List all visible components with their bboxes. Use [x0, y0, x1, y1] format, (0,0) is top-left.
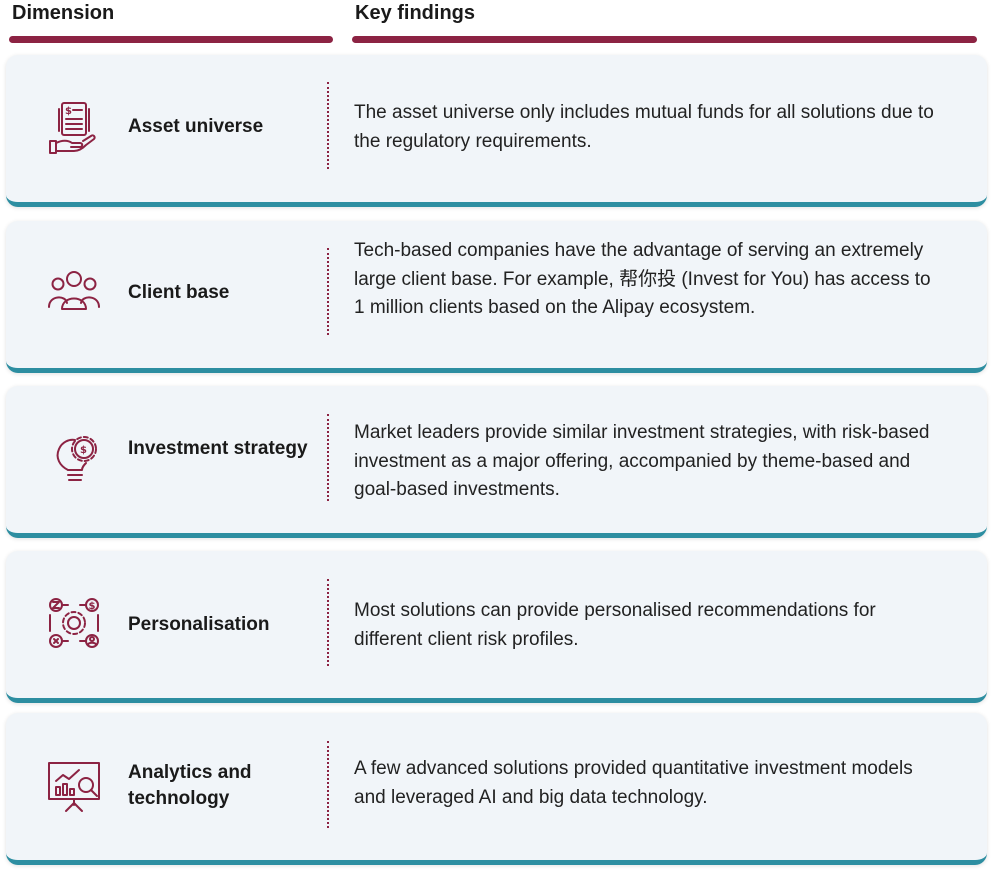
- svg-text:$: $: [89, 601, 96, 612]
- row-label: Personalisation: [128, 614, 270, 635]
- dotted-divider: [327, 741, 329, 828]
- finding-text: Market leaders provide similar investmen…: [354, 422, 930, 500]
- row-label: Asset universe: [128, 116, 264, 137]
- chart-magnifier-icon: [46, 757, 102, 813]
- svg-text:$: $: [80, 445, 87, 456]
- lightbulb-gear-icon: $: [46, 430, 102, 486]
- dotted-divider: [327, 248, 329, 335]
- dimension-header-bar: [9, 36, 333, 43]
- row-analytics-technology: Analytics and technology A few advanced …: [6, 713, 987, 865]
- dotted-divider: [327, 579, 329, 666]
- row-personalisation: $ Personalisation Most solutions can pro…: [6, 551, 987, 703]
- finding-text: Tech-based companies have the advantage …: [354, 240, 931, 318]
- finding-text: A few advanced solutions provided quanti…: [354, 758, 913, 808]
- dotted-divider: [327, 82, 329, 169]
- row-label: Investment strategy: [128, 438, 308, 459]
- row-investment-strategy: $ Investment strategy Market leaders pro…: [6, 386, 987, 538]
- finding-text: Most solutions can provide personalised …: [354, 600, 876, 650]
- row-label: Client base: [128, 282, 230, 303]
- row-asset-universe: $ Asset universe The asset universe only…: [6, 55, 987, 207]
- finding-text: The asset universe only includes mutual …: [354, 102, 934, 152]
- document-hand-icon: $: [46, 99, 102, 155]
- key-findings-header-bar: [352, 36, 977, 43]
- dimension-header: Dimension: [12, 2, 115, 24]
- key-findings-header: Key findings: [355, 2, 476, 24]
- row-label: Analytics and technology: [128, 762, 252, 809]
- people-group-icon: [46, 265, 102, 321]
- gear-network-icon: $: [46, 595, 102, 651]
- row-client-base: Client base Tech-based companies have th…: [6, 221, 987, 373]
- dotted-divider: [327, 414, 329, 501]
- svg-text:$: $: [65, 106, 72, 117]
